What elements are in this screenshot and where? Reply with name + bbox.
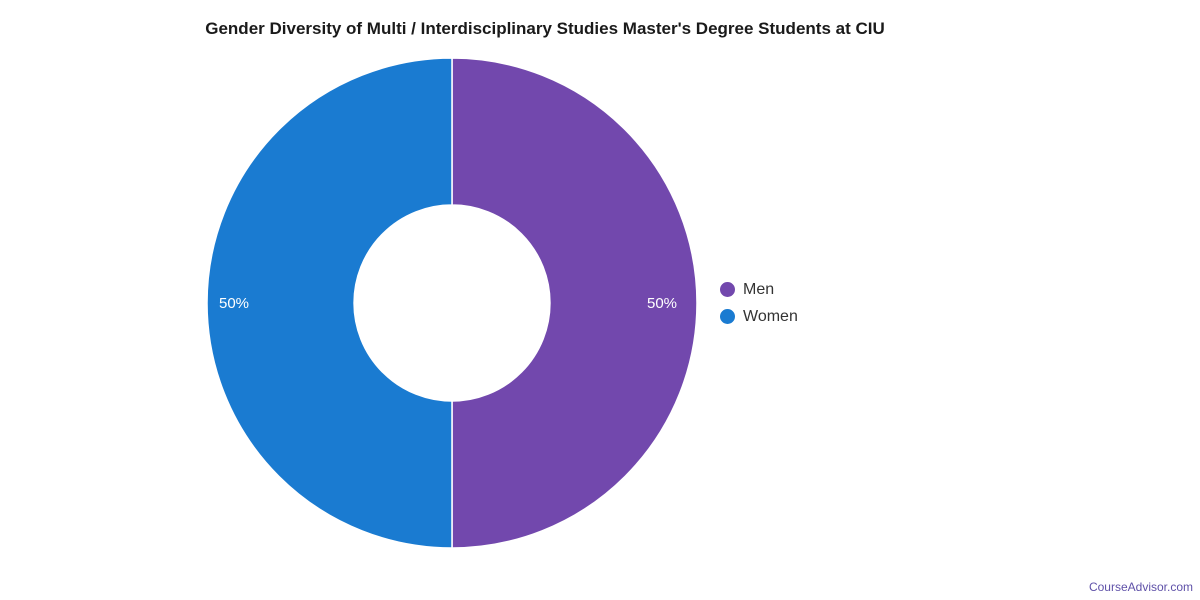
- courseadvisor-link[interactable]: CourseAdvisor.com: [1088, 580, 1193, 594]
- legend-swatch-men-icon: [720, 282, 735, 297]
- chart-title: Gender Diversity of Multi / Interdiscipl…: [205, 19, 885, 38]
- legend-item-men: Men: [720, 276, 798, 303]
- legend-label-women: Women: [743, 307, 798, 325]
- chart-legend: Men Women: [720, 276, 798, 330]
- slice-label-men: 50%: [647, 295, 677, 312]
- legend-item-women: Women: [720, 303, 798, 330]
- legend-swatch-women-icon: [720, 309, 735, 324]
- pie-slice-men: [451, 57, 698, 549]
- slice-label-women: 50%: [219, 295, 249, 312]
- pie-slice-women: [206, 57, 453, 549]
- legend-label-men: Men: [743, 280, 775, 298]
